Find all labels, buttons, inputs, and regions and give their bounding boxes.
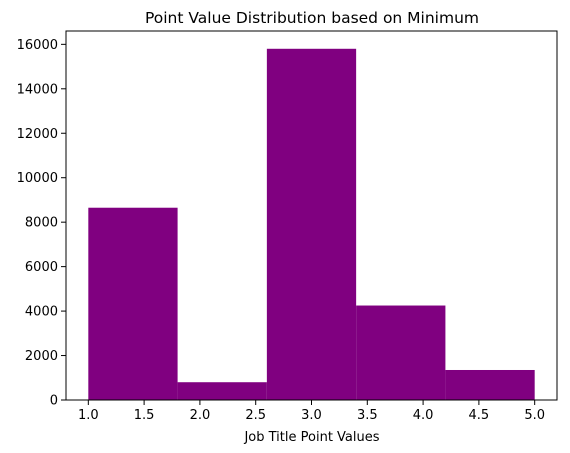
histogram-bar-2: [177, 382, 267, 400]
histogram-bar-1: [88, 207, 178, 400]
histogram-bar-4: [356, 305, 446, 400]
y-tick-label: 14000: [17, 82, 58, 97]
histogram-bar-3: [266, 48, 357, 400]
x-tick-label: 2.0: [190, 408, 211, 423]
x-tick-label: 5.0: [524, 408, 545, 423]
x-axis: 1.0 1.5 2.0 2.5 3.0 3.5 4.0 4.5 5.0: [78, 400, 545, 423]
y-tick-label: 10000: [17, 171, 58, 186]
x-tick-label: 1.5: [134, 408, 155, 423]
x-axis-label: Job Title Point Values: [243, 430, 379, 445]
bars-group: [88, 48, 535, 400]
histogram-bar-5: [445, 369, 535, 400]
y-tick-label: 2000: [25, 349, 58, 364]
y-tick-label: 12000: [17, 127, 58, 142]
y-axis: 0 2000 4000 6000 8000 10000 12000 14000 16000: [17, 38, 66, 409]
y-tick-label: 4000: [25, 305, 58, 320]
x-tick-label: 1.0: [78, 408, 99, 423]
y-tick-label: 0: [50, 394, 58, 409]
y-tick-label: 6000: [25, 260, 58, 275]
y-tick-label: 8000: [25, 216, 58, 231]
x-tick-label: 4.0: [413, 408, 434, 423]
plot-frame: [65, 30, 558, 401]
x-tick-label: 3.0: [301, 408, 322, 423]
x-tick-label: 4.5: [469, 408, 490, 423]
y-tick-label: 16000: [17, 38, 58, 53]
x-tick-label: 2.5: [245, 408, 266, 423]
chart-title: Point Value Distribution based on Minimu…: [145, 9, 479, 27]
x-tick-label: 3.5: [357, 408, 378, 423]
